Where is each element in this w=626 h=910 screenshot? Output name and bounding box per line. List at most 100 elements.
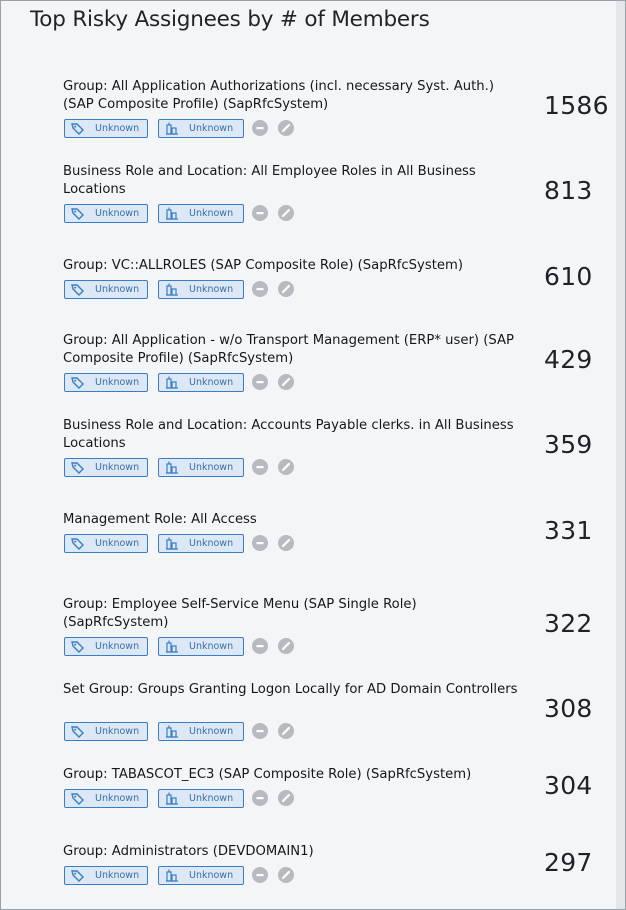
tag-icon [71, 377, 84, 389]
assignee-name[interactable]: Business Role and Location: Accounts Pay… [63, 418, 514, 451]
link-circle-button[interactable] [278, 281, 294, 297]
panel-title: Top Risky Assignees by # of Members [30, 7, 430, 32]
type-tag-label: Unknown [95, 462, 140, 473]
link-circle-icon [281, 793, 291, 803]
location-tag-label: Unknown [189, 726, 234, 737]
type-tag[interactable]: Unknown [64, 722, 148, 741]
link-circle-button[interactable] [278, 205, 294, 221]
member-count: 331 [544, 516, 593, 545]
type-tag[interactable]: Unknown [64, 204, 148, 223]
location-tag[interactable]: Unknown [158, 722, 244, 741]
location-tag-label: Unknown [189, 538, 234, 549]
link-circle-button[interactable] [278, 459, 294, 475]
dash-circle-button[interactable] [252, 120, 268, 136]
location-tag-label: Unknown [189, 208, 234, 219]
link-circle-button[interactable] [278, 535, 294, 551]
location-tag-label: Unknown [189, 377, 234, 388]
type-tag[interactable]: Unknown [64, 373, 148, 392]
link-circle-button[interactable] [278, 638, 294, 654]
link-circle-icon [281, 284, 291, 294]
dash-circle-button[interactable] [252, 723, 268, 739]
dash-circle-button[interactable] [252, 638, 268, 654]
scrollbar[interactable] [616, 1, 625, 909]
dash-circle-icon [256, 730, 264, 733]
link-circle-icon [281, 377, 291, 387]
tag-icon [71, 538, 84, 550]
member-count: 429 [544, 345, 593, 374]
link-circle-icon [281, 538, 291, 548]
dash-circle-button[interactable] [252, 867, 268, 883]
link-circle-button[interactable] [278, 867, 294, 883]
type-tag[interactable]: Unknown [64, 458, 148, 477]
type-tag[interactable]: Unknown [64, 789, 148, 808]
dash-circle-icon [256, 212, 264, 215]
type-tag-label: Unknown [95, 284, 140, 295]
member-count: 610 [544, 262, 593, 291]
dash-circle-icon [256, 542, 264, 545]
assignee-name[interactable]: Set Group: Groups Granting Logon Locally… [63, 682, 518, 697]
dash-circle-icon [256, 797, 264, 800]
building-icon [166, 537, 178, 550]
tag-icon [71, 284, 84, 296]
link-circle-button[interactable] [278, 723, 294, 739]
location-tag[interactable]: Unknown [158, 119, 244, 138]
tag-icon [71, 793, 84, 805]
member-count: 359 [544, 430, 593, 459]
link-circle-icon [281, 726, 291, 736]
assignee-name[interactable]: Business Role and Location: All Employee… [63, 164, 476, 197]
type-tag-label: Unknown [95, 726, 140, 737]
dash-circle-button[interactable] [252, 459, 268, 475]
link-circle-button[interactable] [278, 374, 294, 390]
link-circle-icon [281, 208, 291, 218]
dash-circle-button[interactable] [252, 281, 268, 297]
building-icon [166, 640, 178, 653]
type-tag-label: Unknown [95, 641, 140, 652]
type-tag[interactable]: Unknown [64, 866, 148, 885]
tag-icon [71, 208, 84, 220]
location-tag[interactable]: Unknown [158, 280, 244, 299]
building-icon [166, 376, 178, 389]
type-tag-label: Unknown [95, 793, 140, 804]
dash-circle-button[interactable] [252, 205, 268, 221]
building-icon [166, 283, 178, 296]
building-icon [166, 792, 178, 805]
dash-circle-button[interactable] [252, 790, 268, 806]
type-tag[interactable]: Unknown [64, 280, 148, 299]
location-tag[interactable]: Unknown [158, 534, 244, 553]
dash-circle-icon [256, 127, 264, 130]
member-count: 322 [544, 609, 593, 638]
assignee-name[interactable]: Group: VC::ALLROLES (SAP Composite Role)… [63, 258, 463, 273]
assignee-name[interactable]: Group: TABASCOT_EC3 (SAP Composite Role)… [63, 767, 472, 782]
location-tag[interactable]: Unknown [158, 789, 244, 808]
tag-icon [71, 726, 84, 738]
location-tag[interactable]: Unknown [158, 458, 244, 477]
location-tag[interactable]: Unknown [158, 204, 244, 223]
type-tag-label: Unknown [95, 538, 140, 549]
type-tag-label: Unknown [95, 377, 140, 388]
building-icon [166, 869, 178, 882]
location-tag[interactable]: Unknown [158, 373, 244, 392]
dash-circle-button[interactable] [252, 374, 268, 390]
link-circle-icon [281, 870, 291, 880]
assignee-name[interactable]: Group: Administrators (DEVDOMAIN1) [63, 844, 314, 859]
assignee-name[interactable]: Group: All Application - w/o Transport M… [63, 333, 514, 366]
link-circle-button[interactable] [278, 120, 294, 136]
dash-circle-icon [256, 466, 264, 469]
assignee-name[interactable]: Group: Employee Self-Service Menu (SAP S… [63, 597, 417, 630]
member-count: 1586 [544, 91, 609, 120]
type-tag[interactable]: Unknown [64, 534, 148, 553]
link-circle-button[interactable] [278, 790, 294, 806]
type-tag-label: Unknown [95, 870, 140, 881]
location-tag[interactable]: Unknown [158, 637, 244, 656]
assignee-name[interactable]: Group: All Application Authorizations (i… [63, 79, 494, 112]
tag-icon [71, 123, 84, 135]
tag-icon [71, 641, 84, 653]
type-tag[interactable]: Unknown [64, 119, 148, 138]
location-tag[interactable]: Unknown [158, 866, 244, 885]
type-tag[interactable]: Unknown [64, 637, 148, 656]
tag-icon [71, 870, 84, 882]
dash-circle-button[interactable] [252, 535, 268, 551]
assignee-name[interactable]: Management Role: All Access [63, 512, 257, 527]
location-tag-label: Unknown [189, 462, 234, 473]
building-icon [166, 725, 178, 738]
